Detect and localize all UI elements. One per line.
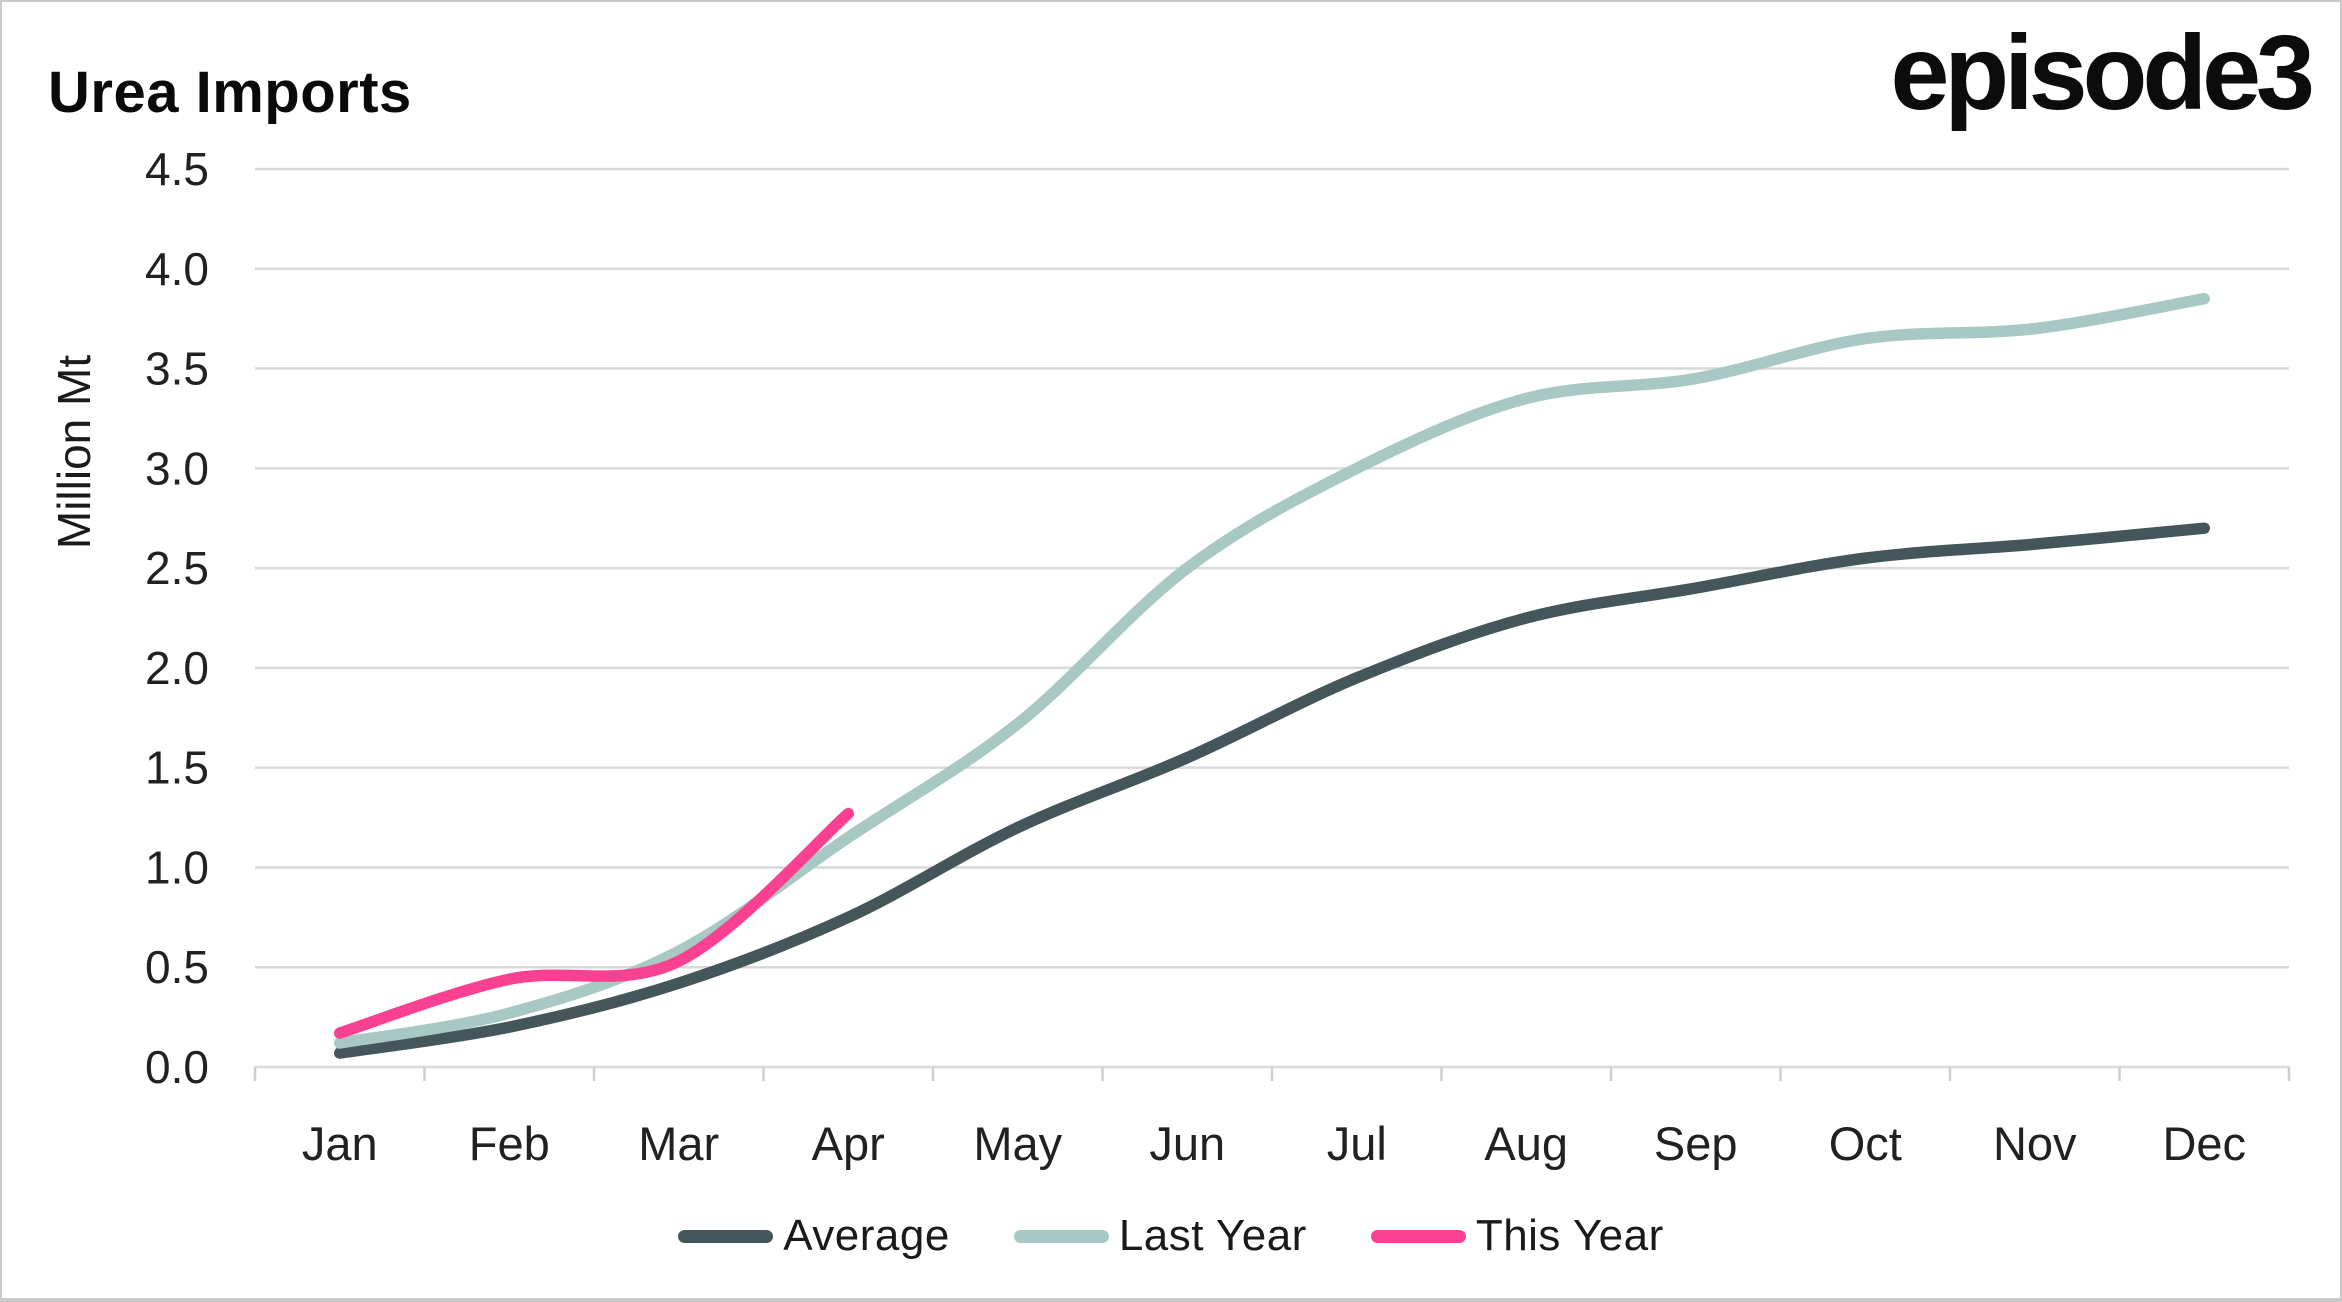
y-tick-label: 4.5 xyxy=(145,143,209,195)
episode3-logo: episode3 xyxy=(1890,14,2315,132)
legend-label-average: Average xyxy=(783,1211,950,1260)
x-tick-label: Jul xyxy=(1327,1117,1387,1170)
legend-swatch-average xyxy=(678,1229,774,1243)
x-tick-label: Jan xyxy=(302,1117,378,1170)
legend-swatch-last-year xyxy=(1013,1229,1109,1243)
y-tick-label: 1.0 xyxy=(145,841,209,893)
x-tick-label: Oct xyxy=(1829,1117,1902,1170)
series-line-average xyxy=(334,522,2210,1059)
y-tick-label: 4.0 xyxy=(145,243,209,295)
chart-title: Urea Imports xyxy=(48,60,412,125)
y-tick-label: 2.5 xyxy=(145,542,209,594)
x-tick-label: Apr xyxy=(812,1117,885,1170)
y-tick-label: 0.5 xyxy=(145,941,209,993)
chart-legend: Average Last Year This Year xyxy=(2,1200,2340,1272)
legend-label-this-year: This Year xyxy=(1475,1211,1664,1260)
legend-item-last-year: Last Year xyxy=(1013,1211,1307,1261)
x-tick-label: Nov xyxy=(1993,1117,2077,1170)
y-axis-label: Million Mt xyxy=(48,355,100,549)
x-tick-label: Jun xyxy=(1149,1117,1225,1170)
x-tick-label: Mar xyxy=(638,1117,719,1170)
x-tick-label: Dec xyxy=(2162,1117,2246,1170)
legend-item-this-year: This Year xyxy=(1370,1211,1664,1261)
y-tick-label: 0.0 xyxy=(145,1041,209,1093)
y-tick-label: 2.0 xyxy=(145,642,209,694)
legend-swatch-this-year xyxy=(1370,1229,1466,1243)
x-tick-label: Feb xyxy=(469,1117,550,1170)
legend-label-last-year: Last Year xyxy=(1118,1211,1307,1260)
x-tick-label: Sep xyxy=(1654,1117,1738,1170)
y-tick-label: 3.0 xyxy=(145,442,209,494)
y-tick-label: 1.5 xyxy=(145,742,209,794)
x-tick-label: May xyxy=(973,1117,1062,1170)
x-tick-label: Aug xyxy=(1484,1117,1568,1170)
legend-item-average: Average xyxy=(678,1211,950,1261)
series-line-last-year xyxy=(334,292,2210,1049)
y-tick-label: 3.5 xyxy=(145,343,209,395)
series-line-this-year xyxy=(334,807,854,1039)
